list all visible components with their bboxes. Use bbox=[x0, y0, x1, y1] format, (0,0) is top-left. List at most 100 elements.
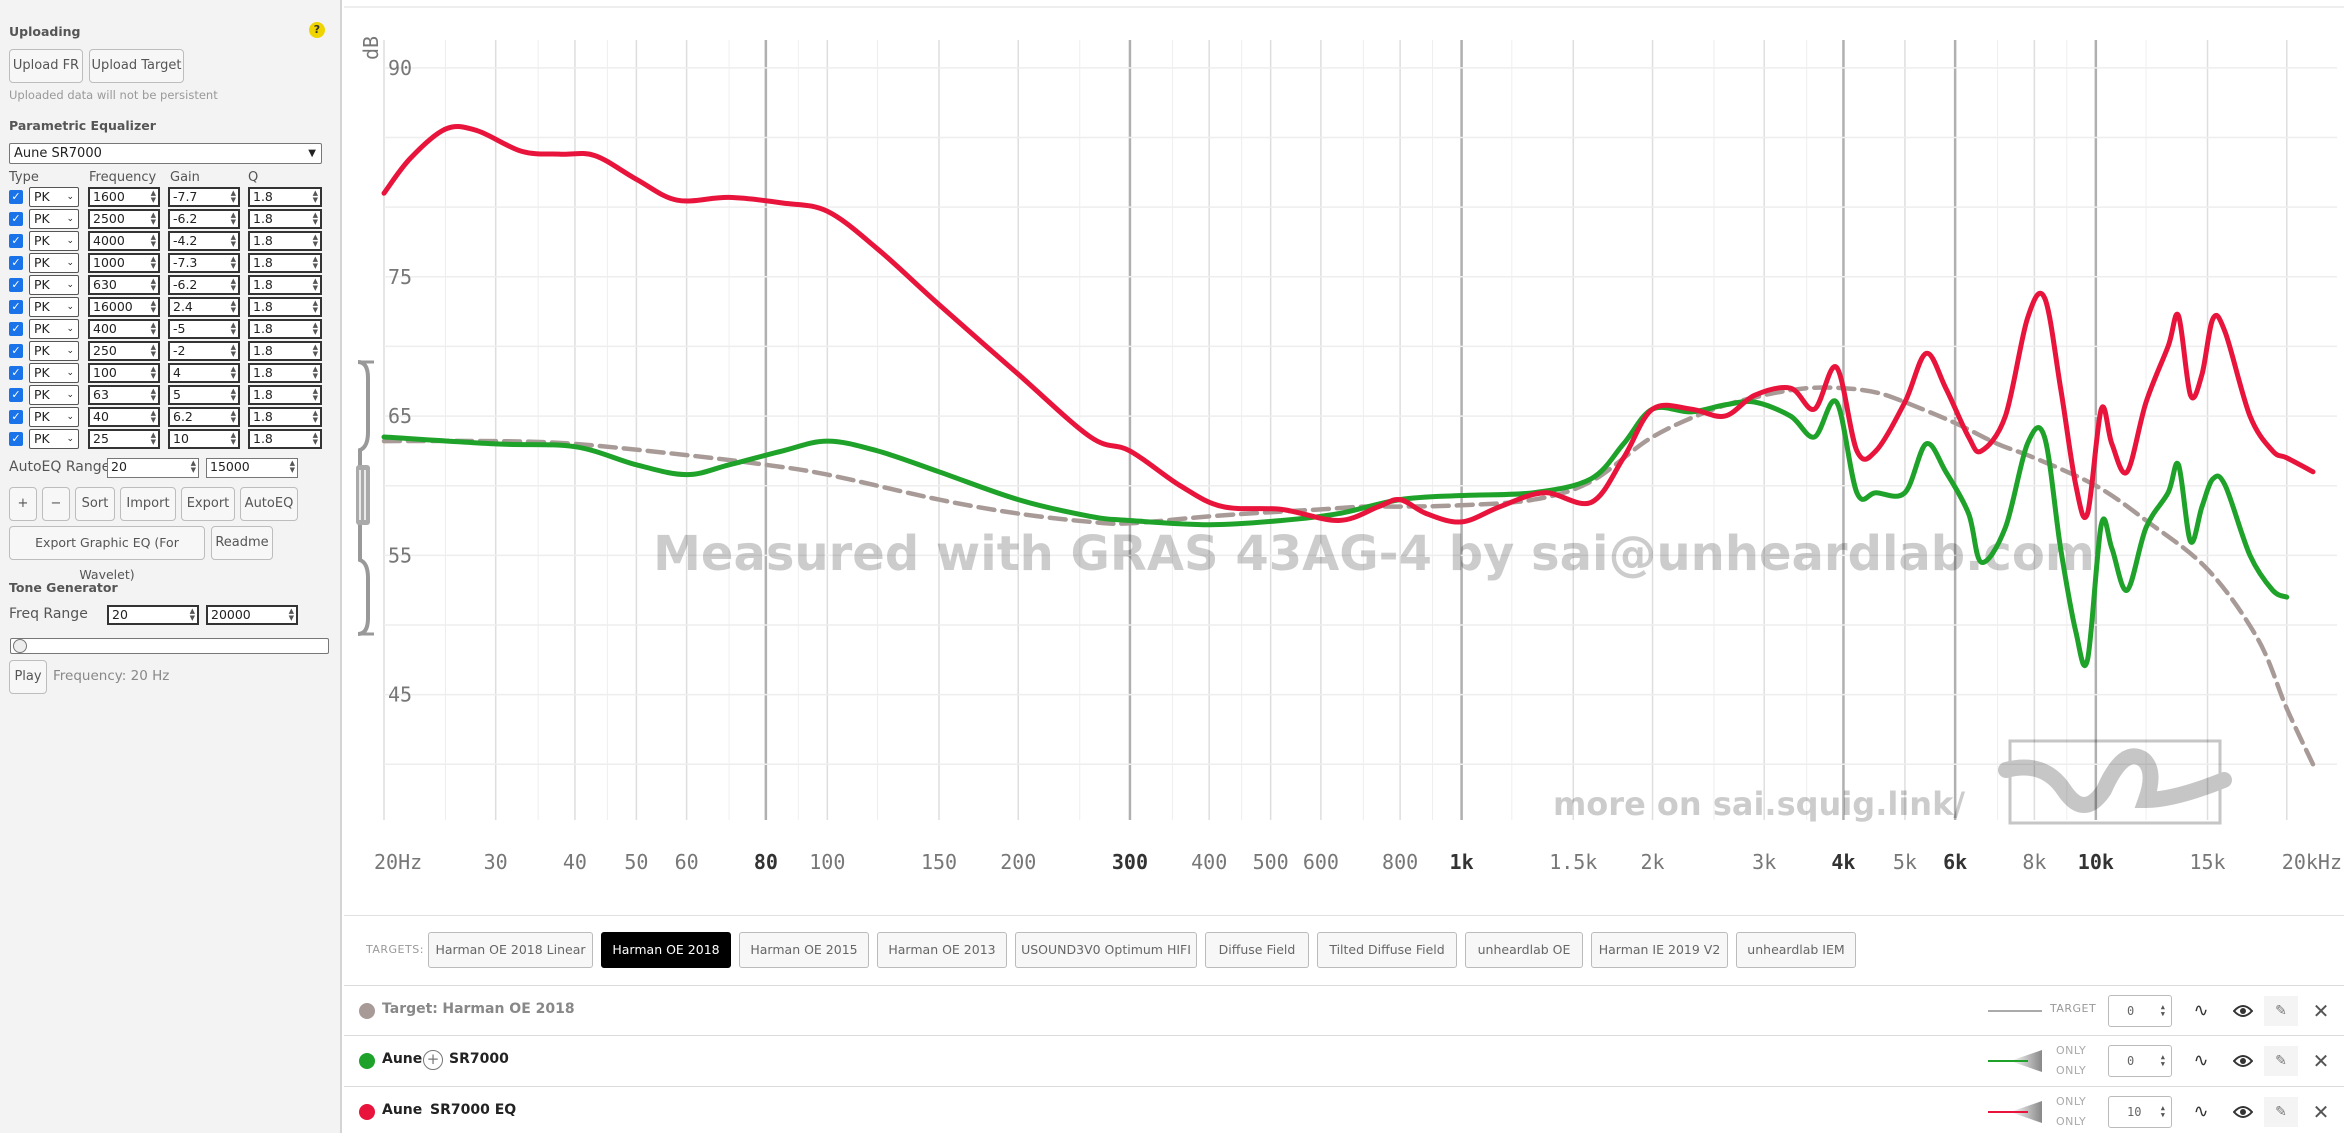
color-dot[interactable] bbox=[359, 1104, 375, 1120]
filter-enabled-checkbox[interactable]: ✓ bbox=[9, 366, 23, 380]
export-button[interactable]: Export bbox=[181, 487, 235, 521]
offset-input[interactable]: 10 ▲ ▼ bbox=[2108, 1096, 2172, 1128]
spinner-icon[interactable]: ▲ ▼ bbox=[312, 211, 318, 226]
spinner-icon[interactable]: ▲ ▼ bbox=[230, 189, 236, 204]
filter-q-input[interactable]: 1.8 ▲ ▼ bbox=[248, 253, 322, 273]
spinner-icon[interactable]: ▲ ▼ bbox=[150, 233, 156, 248]
spinner-icon[interactable]: ▲ ▼ bbox=[312, 409, 318, 424]
spinner-icon[interactable]: ▲ ▼ bbox=[230, 431, 236, 446]
spinner-icon[interactable]: ▲ ▼ bbox=[150, 343, 156, 358]
import-button[interactable]: Import bbox=[120, 487, 176, 521]
frequency-response-graph[interactable]: 90 75 65 55 45 dB Measured with GRAS 43AG-4 … bbox=[344, 0, 2344, 915]
phone-model[interactable]: SR7000 EQ bbox=[430, 1102, 517, 1118]
offset-input[interactable]: 0 ▲ ▼ bbox=[2108, 1045, 2172, 1077]
pin-icon[interactable]: ✎ bbox=[2264, 1097, 2298, 1127]
filter-gain-input[interactable]: 2.4 ▲ ▼ bbox=[168, 297, 240, 317]
spinner-icon[interactable]: ▲ ▼ bbox=[190, 459, 196, 474]
filter-q-input[interactable]: 1.8 ▲ ▼ bbox=[248, 385, 322, 405]
spinner-icon[interactable]: ▲ ▼ bbox=[230, 365, 236, 380]
only-left-toggle[interactable]: ONLY bbox=[2056, 1044, 2087, 1057]
filter-enabled-checkbox[interactable]: ✓ bbox=[9, 234, 23, 248]
filter-q-input[interactable]: 1.8 ▲ ▼ bbox=[248, 231, 322, 251]
spinner-icon[interactable]: ▲ ▼ bbox=[230, 299, 236, 314]
filter-gain-input[interactable]: -7.7 ▲ ▼ bbox=[168, 187, 240, 207]
filter-q-input[interactable]: 1.8 ▲ ▼ bbox=[248, 407, 322, 427]
eye-icon[interactable] bbox=[2228, 996, 2258, 1026]
add-variant-icon[interactable]: + bbox=[423, 1050, 443, 1070]
series-line-target[interactable] bbox=[381, 385, 2316, 767]
filter-gain-input[interactable]: -6.2 ▲ ▼ bbox=[168, 209, 240, 229]
filter-gain-input[interactable]: -2 ▲ ▼ bbox=[168, 341, 240, 361]
filter-gain-input[interactable]: 5 ▲ ▼ bbox=[168, 385, 240, 405]
filter-type-select[interactable]: PK ⌄ bbox=[29, 253, 79, 273]
filter-q-input[interactable]: 1.8 ▲ ▼ bbox=[248, 275, 322, 295]
autoeq-button[interactable]: AutoEQ bbox=[240, 487, 298, 521]
spinner-icon[interactable]: ▲ ▼ bbox=[2160, 1104, 2165, 1119]
filter-type-select[interactable]: PK ⌄ bbox=[29, 385, 79, 405]
add-filter-button[interactable]: + bbox=[9, 487, 37, 521]
only-right-toggle[interactable]: ONLY bbox=[2056, 1115, 2087, 1128]
spinner-icon[interactable]: ▲ ▼ bbox=[189, 607, 195, 622]
filter-type-select[interactable]: PK ⌄ bbox=[29, 429, 79, 449]
target-button[interactable]: Harman OE 2018 Linear bbox=[428, 932, 593, 968]
only-left-toggle[interactable]: ONLY bbox=[2056, 1095, 2087, 1108]
spinner-icon[interactable]: ▲ ▼ bbox=[230, 409, 236, 424]
phone-select[interactable]: Aune SR7000 ▼ bbox=[9, 143, 322, 164]
spinner-icon[interactable]: ▲ ▼ bbox=[312, 233, 318, 248]
tone-max-input[interactable]: 20000 ▲ ▼ bbox=[206, 605, 298, 625]
filter-enabled-checkbox[interactable]: ✓ bbox=[9, 322, 23, 336]
filter-type-select[interactable]: PK ⌄ bbox=[29, 407, 79, 427]
filter-type-select[interactable]: PK ⌄ bbox=[29, 363, 79, 383]
spinner-icon[interactable]: ▲ ▼ bbox=[150, 189, 156, 204]
target-button[interactable]: unheardlab IEM bbox=[1736, 932, 1856, 968]
spinner-icon[interactable]: ▲ ▼ bbox=[312, 343, 318, 358]
filter-enabled-checkbox[interactable]: ✓ bbox=[9, 190, 23, 204]
filter-frequency-input[interactable]: 630 ▲ ▼ bbox=[88, 275, 160, 295]
close-icon[interactable]: ✕ bbox=[2312, 1100, 2330, 1124]
spinner-icon[interactable]: ▲ ▼ bbox=[150, 277, 156, 292]
filter-type-select[interactable]: PK ⌄ bbox=[29, 297, 79, 317]
filter-frequency-input[interactable]: 1000 ▲ ▼ bbox=[88, 253, 160, 273]
spinner-icon[interactable]: ▲ ▼ bbox=[230, 321, 236, 336]
eye-icon[interactable] bbox=[2228, 1046, 2258, 1076]
series-line-eq[interactable] bbox=[381, 124, 2316, 525]
spinner-icon[interactable]: ▲ ▼ bbox=[2160, 1003, 2165, 1018]
filter-type-select[interactable]: PK ⌄ bbox=[29, 341, 79, 361]
pin-icon[interactable]: ✎ bbox=[2264, 996, 2298, 1026]
spinner-icon[interactable]: ▲ ▼ bbox=[230, 211, 236, 226]
spinner-icon[interactable]: ▲ ▼ bbox=[150, 387, 156, 402]
pin-icon[interactable]: ✎ bbox=[2264, 1046, 2298, 1076]
spinner-icon[interactable]: ▲ ▼ bbox=[150, 365, 156, 380]
filter-type-select[interactable]: PK ⌄ bbox=[29, 231, 79, 251]
slider-thumb[interactable] bbox=[13, 639, 27, 653]
filter-q-input[interactable]: 1.8 ▲ ▼ bbox=[248, 297, 322, 317]
filter-enabled-checkbox[interactable]: ✓ bbox=[9, 300, 23, 314]
filter-q-input[interactable]: 1.8 ▲ ▼ bbox=[248, 341, 322, 361]
filter-gain-input[interactable]: -7.3 ▲ ▼ bbox=[168, 253, 240, 273]
close-icon[interactable]: ✕ bbox=[2312, 999, 2330, 1023]
target-button[interactable]: USOUND3V0 Optimum HIFI bbox=[1015, 932, 1197, 968]
spinner-icon[interactable]: ▲ ▼ bbox=[230, 255, 236, 270]
filter-frequency-input[interactable]: 25 ▲ ▼ bbox=[88, 429, 160, 449]
spinner-icon[interactable]: ▲ ▼ bbox=[230, 343, 236, 358]
filter-gain-input[interactable]: -4.2 ▲ ▼ bbox=[168, 231, 240, 251]
color-dot[interactable] bbox=[359, 1053, 375, 1069]
tone-frequency-slider[interactable] bbox=[10, 638, 329, 654]
phone-model[interactable]: SR7000 bbox=[449, 1051, 509, 1067]
filter-gain-input[interactable]: -6.2 ▲ ▼ bbox=[168, 275, 240, 295]
filter-frequency-input[interactable]: 16000 ▲ ▼ bbox=[88, 297, 160, 317]
filter-enabled-checkbox[interactable]: ✓ bbox=[9, 256, 23, 270]
target-button[interactable]: Diffuse Field bbox=[1205, 932, 1309, 968]
spinner-icon[interactable]: ▲ ▼ bbox=[230, 387, 236, 402]
spinner-icon[interactable]: ▲ ▼ bbox=[150, 321, 156, 336]
filter-enabled-checkbox[interactable]: ✓ bbox=[9, 212, 23, 226]
channel-legend-icon[interactable] bbox=[1988, 1050, 2042, 1072]
target-button[interactable]: Harman OE 2018 bbox=[601, 932, 731, 968]
upload-target-button[interactable]: Upload Target bbox=[89, 49, 184, 83]
filter-type-select[interactable]: PK ⌄ bbox=[29, 187, 79, 207]
spinner-icon[interactable]: ▲ ▼ bbox=[312, 387, 318, 402]
series-line-raw[interactable] bbox=[381, 398, 2290, 669]
filter-frequency-input[interactable]: 100 ▲ ▼ bbox=[88, 363, 160, 383]
spinner-icon[interactable]: ▲ ▼ bbox=[150, 299, 156, 314]
filter-frequency-input[interactable]: 400 ▲ ▼ bbox=[88, 319, 160, 339]
